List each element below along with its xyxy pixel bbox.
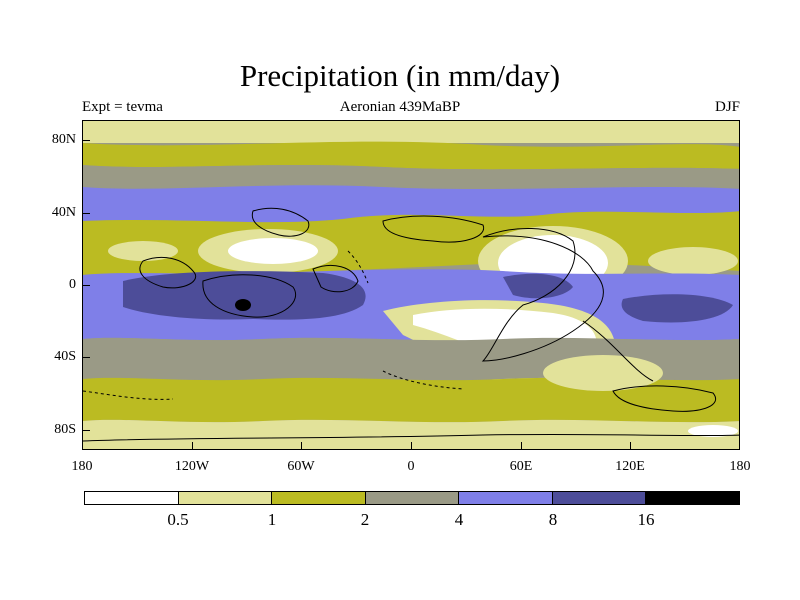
lat-label: 40N [51, 205, 76, 220]
band-south-olive [83, 377, 739, 423]
period-label: Aeronian 439MaBP [339, 99, 461, 115]
coastline-island-a [312, 265, 359, 293]
patch-light-eastpacific [648, 247, 738, 275]
band-north-gray [83, 165, 739, 190]
lat-label: 80S [54, 422, 76, 437]
lon-tick [630, 442, 631, 450]
coastline-gondwana [481, 228, 604, 362]
map-canvas [83, 121, 739, 449]
colorbar-label: 1 [267, 510, 277, 529]
colorbar-label: 8 [548, 510, 558, 529]
patch-light-southeast [543, 355, 663, 391]
patch-white-southpole [688, 425, 738, 437]
coastline-south-polar [83, 433, 739, 442]
coastlines [83, 207, 739, 442]
lon-label: 120W [174, 459, 210, 474]
lon-tick [301, 442, 302, 450]
coastline-dashed-south [382, 370, 464, 390]
colorbar-swatch [459, 492, 553, 504]
lon-label: 180 [729, 459, 751, 474]
chart-title: Precipitation (in mm/day) [239, 58, 561, 93]
patch-black-max [235, 299, 251, 311]
lon-label: 120E [615, 459, 645, 474]
coastline-dashed-island [347, 250, 369, 284]
colorbar-swatch [178, 492, 273, 504]
lat-tick [82, 140, 90, 141]
band-north-olive [83, 141, 739, 170]
experiment-label: Expt = tevma [82, 99, 163, 115]
colorbar-label: 16 [637, 510, 655, 529]
coastline-small-west [139, 256, 196, 289]
coastline-baltica [382, 215, 485, 243]
lat-tick [82, 213, 90, 214]
colorbar-swatch [272, 492, 366, 504]
patch-light-pacific [108, 241, 178, 261]
coastline-laurentia-south [202, 274, 296, 318]
patch-dark-itcz-east [621, 294, 733, 323]
colorbar-swatch [85, 492, 179, 504]
colorbar-label: 0.5 [167, 510, 189, 529]
colorbar-label: 2 [360, 510, 370, 529]
patch-white-namerica [228, 238, 318, 264]
colorbar-swatch [365, 492, 460, 504]
band-north-polar [83, 121, 739, 143]
colorbar-swatch [646, 492, 740, 504]
lon-label: 60W [287, 459, 315, 474]
season-label: DJF [714, 99, 740, 115]
lat-tick [82, 357, 90, 358]
lon-label: 0 [407, 459, 415, 474]
lat-tick [82, 285, 90, 286]
lat-label: 40S [54, 349, 76, 364]
band-north-mid-olive [83, 211, 739, 275]
coastline-gondwana-east [582, 320, 654, 382]
lon-tick [192, 442, 193, 450]
lat-label: 80N [51, 132, 76, 147]
patch-dark-itcz-west [123, 271, 366, 320]
precipitation-map [82, 120, 740, 450]
colorbar-label: 4 [454, 510, 464, 529]
lon-tick [411, 442, 412, 450]
colorbar [84, 491, 740, 505]
lon-label: 60E [509, 459, 533, 474]
colorbar-swatch [552, 492, 647, 504]
lon-label: 180 [71, 459, 93, 474]
lat-label: 0 [69, 277, 76, 292]
lat-tick [82, 430, 90, 431]
coastline-laurentia-north [251, 207, 310, 237]
coastline-southeast-landmass [612, 385, 716, 412]
band-south-polar [83, 419, 739, 449]
band-north-blue [83, 185, 739, 223]
lon-tick [521, 442, 522, 450]
patch-dark-itcz-center [503, 273, 573, 299]
